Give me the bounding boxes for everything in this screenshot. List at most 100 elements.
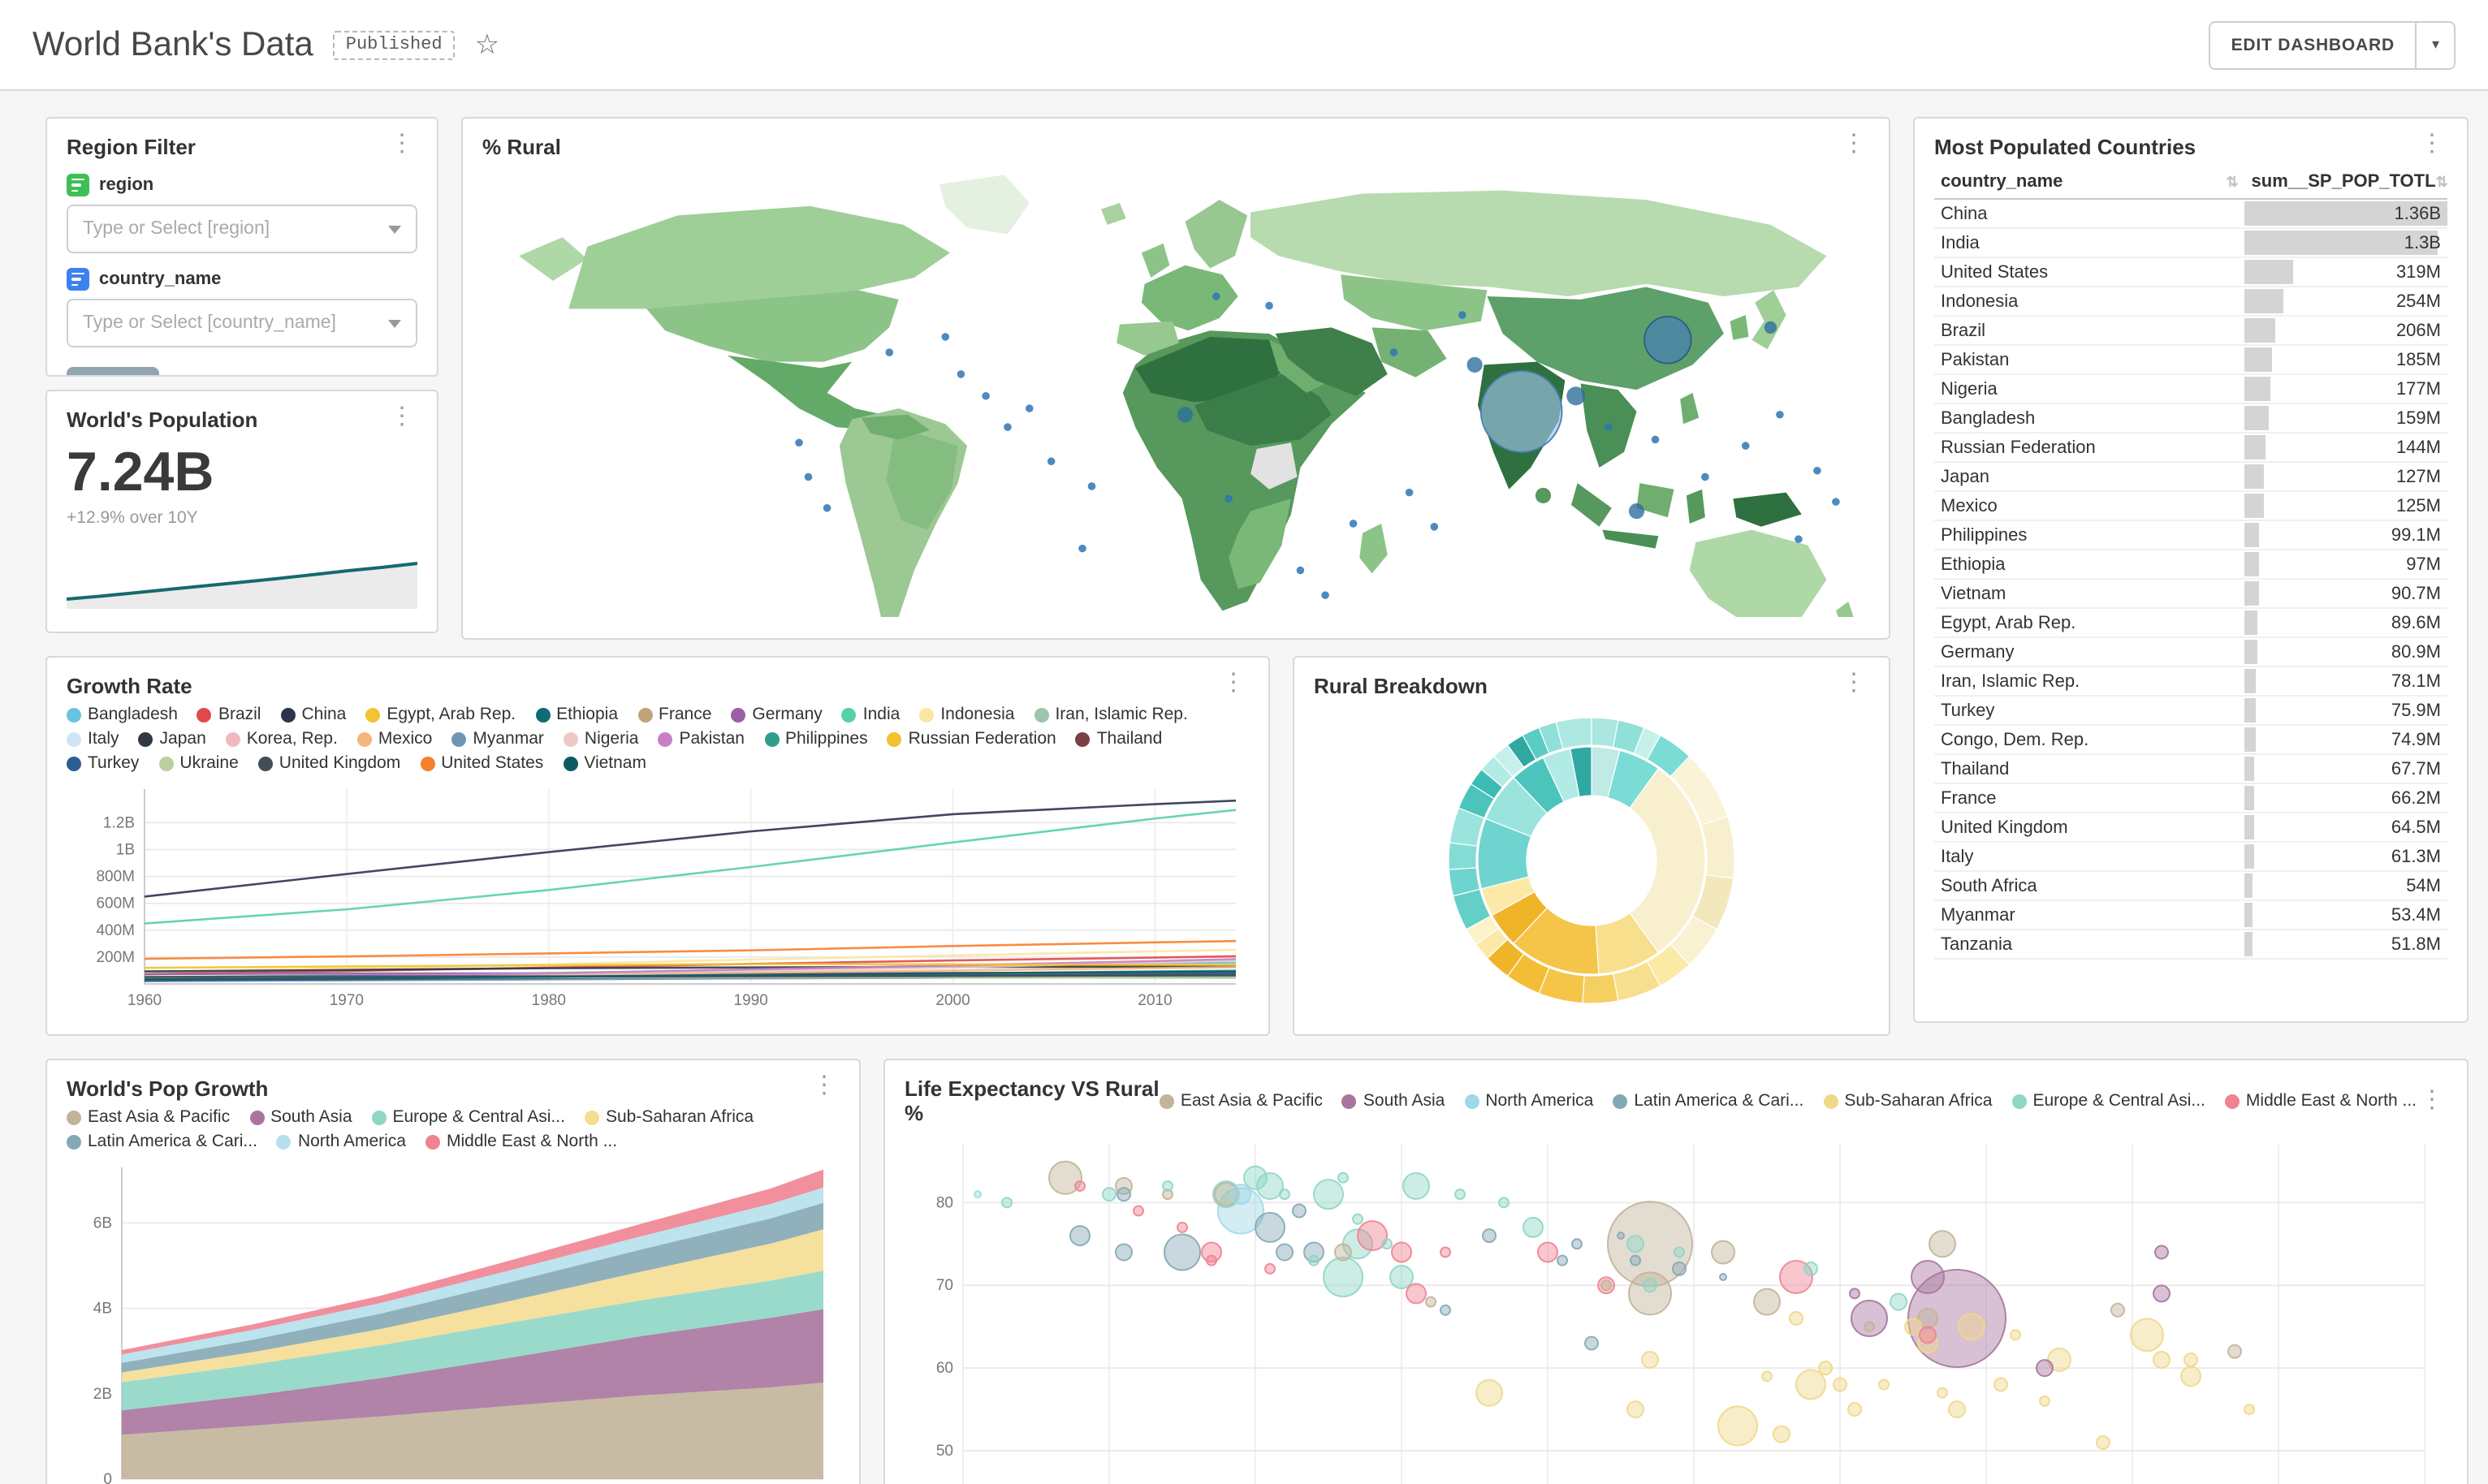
legend-item[interactable]: North America bbox=[276, 1132, 406, 1151]
column-header-country[interactable]: country_name ⇅ bbox=[1934, 166, 2245, 200]
legend-item[interactable]: East Asia & Pacific bbox=[1159, 1091, 1323, 1111]
region-select[interactable]: Type or Select [region] bbox=[67, 205, 417, 253]
table-row: Pakistan 185M bbox=[1934, 345, 2447, 375]
country-cell: Pakistan bbox=[1934, 345, 2245, 375]
legend-item[interactable]: Vietnam bbox=[563, 753, 646, 773]
legend-item[interactable]: Nigeria bbox=[563, 729, 638, 748]
scatter-bubble-chart[interactable]: 010203040506070809010050607080 bbox=[905, 1132, 2444, 1484]
svg-text:200M: 200M bbox=[96, 949, 135, 966]
published-badge[interactable]: Published bbox=[332, 30, 456, 59]
country-cell: United Kingdom bbox=[1934, 813, 2245, 843]
legend-item[interactable]: Europe & Central Asi... bbox=[2011, 1091, 2205, 1111]
growth-line-chart[interactable]: 1960 1970 1980 1990 2000 2010 200M 400M 600M 800M… bbox=[67, 779, 1249, 1010]
legend-item[interactable]: Germany bbox=[731, 705, 823, 724]
apply-button[interactable]: APPLY bbox=[67, 367, 159, 375]
svg-text:600M: 600M bbox=[96, 895, 135, 912]
population-cell: 89.6M bbox=[2244, 608, 2447, 638]
population-cell: 97M bbox=[2244, 550, 2447, 580]
legend-item[interactable]: Egypt, Arab Rep. bbox=[365, 705, 516, 724]
population-bar bbox=[2244, 786, 2255, 810]
legend-item[interactable]: Brazil bbox=[197, 705, 261, 724]
legend-item[interactable]: Russian Federation bbox=[887, 729, 1056, 748]
select-placeholder: Type or Select [region] bbox=[83, 219, 270, 239]
country-cell: Turkey bbox=[1934, 696, 2245, 726]
legend-item[interactable]: Sub-Saharan Africa bbox=[584, 1107, 754, 1127]
header-dropdown-button[interactable]: ▾ bbox=[2417, 20, 2456, 69]
legend-item[interactable]: Thailand bbox=[1075, 729, 1162, 748]
legend-item[interactable]: Philippines bbox=[764, 729, 868, 748]
population-bar bbox=[2244, 874, 2253, 898]
card-menu-icon[interactable]: ⋮ bbox=[390, 130, 414, 157]
rural-breakdown-card: Rural Breakdown ⋮ bbox=[1293, 656, 1890, 1036]
country-cell: India bbox=[1934, 228, 2245, 258]
card-menu-icon[interactable]: ⋮ bbox=[2420, 1086, 2444, 1114]
table-row: Egypt, Arab Rep. 89.6M bbox=[1934, 608, 2447, 638]
legend-item[interactable]: Korea, Rep. bbox=[225, 729, 338, 748]
legend-item[interactable]: Latin America & Cari... bbox=[67, 1132, 257, 1151]
legend-item[interactable]: Japan bbox=[138, 729, 206, 748]
population-bar bbox=[2244, 377, 2271, 401]
legend-item[interactable]: France bbox=[637, 705, 711, 724]
legend-item[interactable]: Europe & Central Asi... bbox=[371, 1107, 565, 1127]
table-row: Philippines 99.1M bbox=[1934, 520, 2447, 550]
legend-item[interactable]: South Asia bbox=[249, 1107, 352, 1127]
legend-item[interactable]: Myanmar bbox=[451, 729, 544, 748]
legend-item[interactable]: Indonesia bbox=[919, 705, 1014, 724]
page-title: World Bank's Data bbox=[32, 25, 313, 63]
legend-item[interactable]: India bbox=[841, 705, 900, 724]
legend-item[interactable]: Bangladesh bbox=[67, 705, 178, 724]
population-bar bbox=[2244, 435, 2266, 459]
rural-breakdown-donut[interactable] bbox=[1314, 705, 1869, 1016]
card-menu-icon[interactable]: ⋮ bbox=[1221, 669, 1246, 697]
column-header-sum[interactable]: sum__SP_POP_TOTL ⇅ bbox=[2244, 166, 2448, 200]
legend-item[interactable]: Ukraine bbox=[158, 753, 239, 773]
card-title: Growth Rate bbox=[67, 674, 192, 698]
legend-item[interactable]: United Kingdom bbox=[257, 753, 400, 773]
card-menu-icon[interactable]: ⋮ bbox=[1842, 669, 1866, 697]
population-cell: 74.9M bbox=[2244, 725, 2447, 755]
population-bar bbox=[2244, 815, 2255, 839]
svg-text:1970: 1970 bbox=[330, 992, 364, 1009]
pop-growth-area-chart[interactable]: 02B4B6B196019701980199020002010 bbox=[67, 1158, 836, 1484]
card-title: World's Population bbox=[67, 408, 258, 432]
edit-dashboard-button[interactable]: EDIT DASHBOARD bbox=[2208, 20, 2417, 69]
card-title: Most Populated Countries bbox=[1934, 135, 2196, 159]
chevron-down-icon bbox=[388, 319, 401, 327]
legend-item[interactable]: South Asia bbox=[1341, 1091, 1445, 1111]
population-bar bbox=[2244, 903, 2253, 927]
legend-item[interactable]: Iran, Islamic Rep. bbox=[1034, 705, 1188, 724]
legend-item[interactable]: Middle East & North ... bbox=[2224, 1091, 2417, 1111]
legend-item[interactable]: China bbox=[280, 705, 346, 724]
svg-text:2010: 2010 bbox=[1138, 992, 1172, 1009]
legend-item[interactable]: Sub-Saharan Africa bbox=[1823, 1091, 1992, 1111]
growth-rate-card: Growth Rate ⋮ Bangladesh Brazil China Egypt… bbox=[45, 656, 1270, 1036]
table-row: Indonesia 254M bbox=[1934, 287, 2447, 317]
edit-button-group: EDIT DASHBOARD ▾ bbox=[2208, 20, 2456, 69]
population-sparkline[interactable] bbox=[67, 544, 417, 609]
country-select[interactable]: Type or Select [country_name] bbox=[67, 299, 417, 347]
legend-item[interactable]: Italy bbox=[67, 729, 119, 748]
legend-item[interactable]: North America bbox=[1464, 1091, 1593, 1111]
card-menu-icon[interactable]: ⋮ bbox=[2420, 130, 2444, 157]
filter-icon bbox=[67, 268, 89, 291]
country-cell: United States bbox=[1934, 257, 2245, 287]
card-menu-icon[interactable]: ⋮ bbox=[390, 403, 414, 430]
legend-item[interactable]: Middle East & North ... bbox=[425, 1132, 617, 1151]
legend-item[interactable]: Mexico bbox=[356, 729, 432, 748]
legend-item[interactable]: Pakistan bbox=[658, 729, 745, 748]
table-row: China 1.36B bbox=[1934, 199, 2447, 229]
country-cell: Thailand bbox=[1934, 754, 2245, 784]
card-menu-icon[interactable]: ⋮ bbox=[812, 1072, 836, 1099]
table-row: United States 319M bbox=[1934, 257, 2447, 287]
card-menu-icon[interactable]: ⋮ bbox=[1842, 130, 1866, 157]
population-cell: 54M bbox=[2244, 871, 2447, 901]
favorite-star-icon[interactable]: ☆ bbox=[474, 28, 500, 59]
population-cell: 254M bbox=[2244, 287, 2447, 317]
world-map[interactable] bbox=[482, 166, 1869, 617]
legend-item[interactable]: Latin America & Cari... bbox=[1613, 1091, 1803, 1111]
legend-item[interactable]: Turkey bbox=[67, 753, 139, 773]
legend-item[interactable]: Ethiopia bbox=[535, 705, 618, 724]
legend-item[interactable]: East Asia & Pacific bbox=[67, 1107, 230, 1127]
population-bar bbox=[2244, 698, 2257, 723]
legend-item[interactable]: United States bbox=[420, 753, 543, 773]
